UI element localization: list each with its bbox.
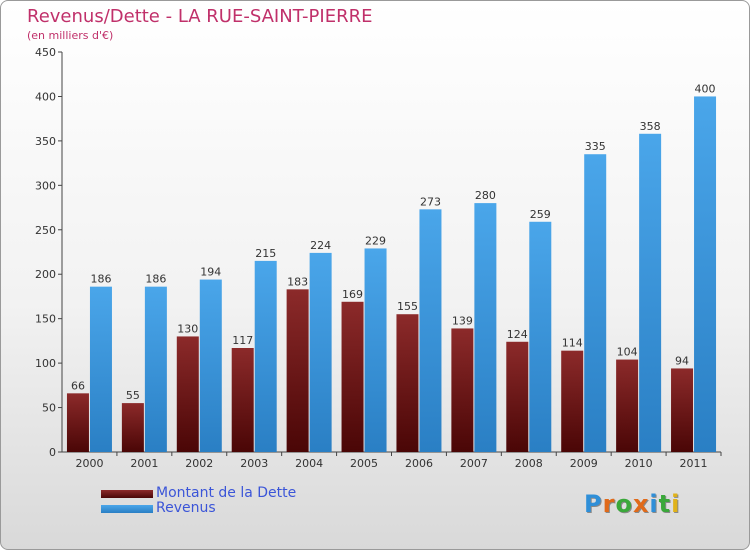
axes: 0 50 100 150 200 250 300 350 400 450 2000 2001 2002 2… [35,46,722,470]
data-label-dette: 114 [562,337,583,350]
bar-revenus [199,279,222,452]
x-tick-label: 2002 [185,457,213,470]
data-label-revenus: 358 [640,120,661,133]
y-tick-label: 100 [35,357,56,370]
logo-letter: i [649,490,659,518]
bar-dette [121,403,144,452]
data-label-dette: 169 [342,288,363,301]
bar-revenus [584,154,607,452]
logo-letter: P [584,490,603,518]
y-tick-label: 150 [35,313,56,326]
proxiti-logo: Proxiti [584,490,680,518]
bar-dette [671,368,694,452]
legend-label-dette: Montant de la Dette [156,485,297,501]
data-label-revenus: 400 [695,82,716,95]
data-label-revenus: 215 [255,247,276,260]
bar-revenus [474,203,497,452]
x-tick-label: 2007 [460,457,488,470]
bar-dette [451,328,474,452]
data-label-dette: 139 [452,314,473,327]
bar-revenus [694,96,717,452]
y-tick-label: 50 [42,402,56,415]
data-label-dette: 183 [287,275,308,288]
data-label-dette: 94 [675,354,689,367]
bar-revenus [309,252,332,452]
x-tick-label: 2004 [295,457,323,470]
legend-label-revenus: Revenus [156,500,216,516]
bar-dette [561,350,584,452]
x-tick-label: 2005 [350,457,378,470]
x-tick-label: 2008 [515,457,543,470]
x-tick-label: 2009 [570,457,598,470]
bar-dette [616,359,639,452]
bar-revenus [89,286,112,452]
data-label-dette: 155 [397,300,418,313]
y-tick-label: 450 [35,46,56,59]
bar-dette [286,289,309,452]
bar-revenus [144,286,167,452]
chart-title: Revenus/Dette - LA RUE-SAINT-PIERRE [27,6,373,27]
bar-dette [176,336,199,452]
logo-letter: i [671,490,681,518]
bars [66,96,717,452]
data-label-revenus: 224 [310,239,331,252]
x-tick-label: 2006 [405,457,433,470]
bar-dette [341,301,364,452]
x-tick-label: 2010 [625,457,653,470]
logo-letter: x [632,490,650,518]
data-label-dette: 55 [126,389,140,402]
data-label-revenus: 186 [90,273,111,286]
data-label-revenus: 280 [475,189,496,202]
x-tick-label: 2000 [75,457,103,470]
logo-letter: r [602,490,616,518]
bar-revenus [364,248,387,452]
x-tick-label: 2011 [680,457,708,470]
legend-swatch-dette [101,490,153,498]
bar-dette [66,393,89,452]
bar-revenus [254,260,277,452]
bar-revenus [419,209,442,452]
data-label-dette: 130 [177,322,198,335]
data-label-revenus: 335 [585,140,606,153]
y-tick-label: 200 [35,268,56,281]
logo-letter: t [658,490,672,518]
y-tick-label: 350 [35,135,56,148]
bar-revenus [639,133,662,452]
data-label-dette: 117 [232,334,253,347]
data-label-revenus: 194 [200,266,221,279]
legend-swatch-revenus [101,505,153,513]
data-label-dette: 104 [617,346,638,359]
data-label-revenus: 229 [365,234,386,247]
bar-dette [231,348,254,452]
x-tick-label: 2001 [130,457,158,470]
value-labels: 66 186 55 186 130 194 117 215 183 224 169 229 155 273… [71,82,716,402]
y-tick-label: 250 [35,224,56,237]
y-tick-label: 300 [35,179,56,192]
bar-dette [506,341,529,452]
bar-revenus [529,221,552,452]
data-label-dette: 66 [71,379,85,392]
y-tick-label: 400 [35,90,56,103]
x-tick-label: 2003 [240,457,268,470]
chart-subtitle: (en milliers d'€) [27,29,114,42]
data-label-revenus: 273 [420,195,441,208]
bar-dette [396,314,419,452]
y-tick-label: 0 [49,446,56,459]
data-label-dette: 124 [507,328,528,341]
logo-letter: o [615,490,633,518]
data-label-revenus: 259 [530,208,551,221]
data-label-revenus: 186 [145,273,166,286]
